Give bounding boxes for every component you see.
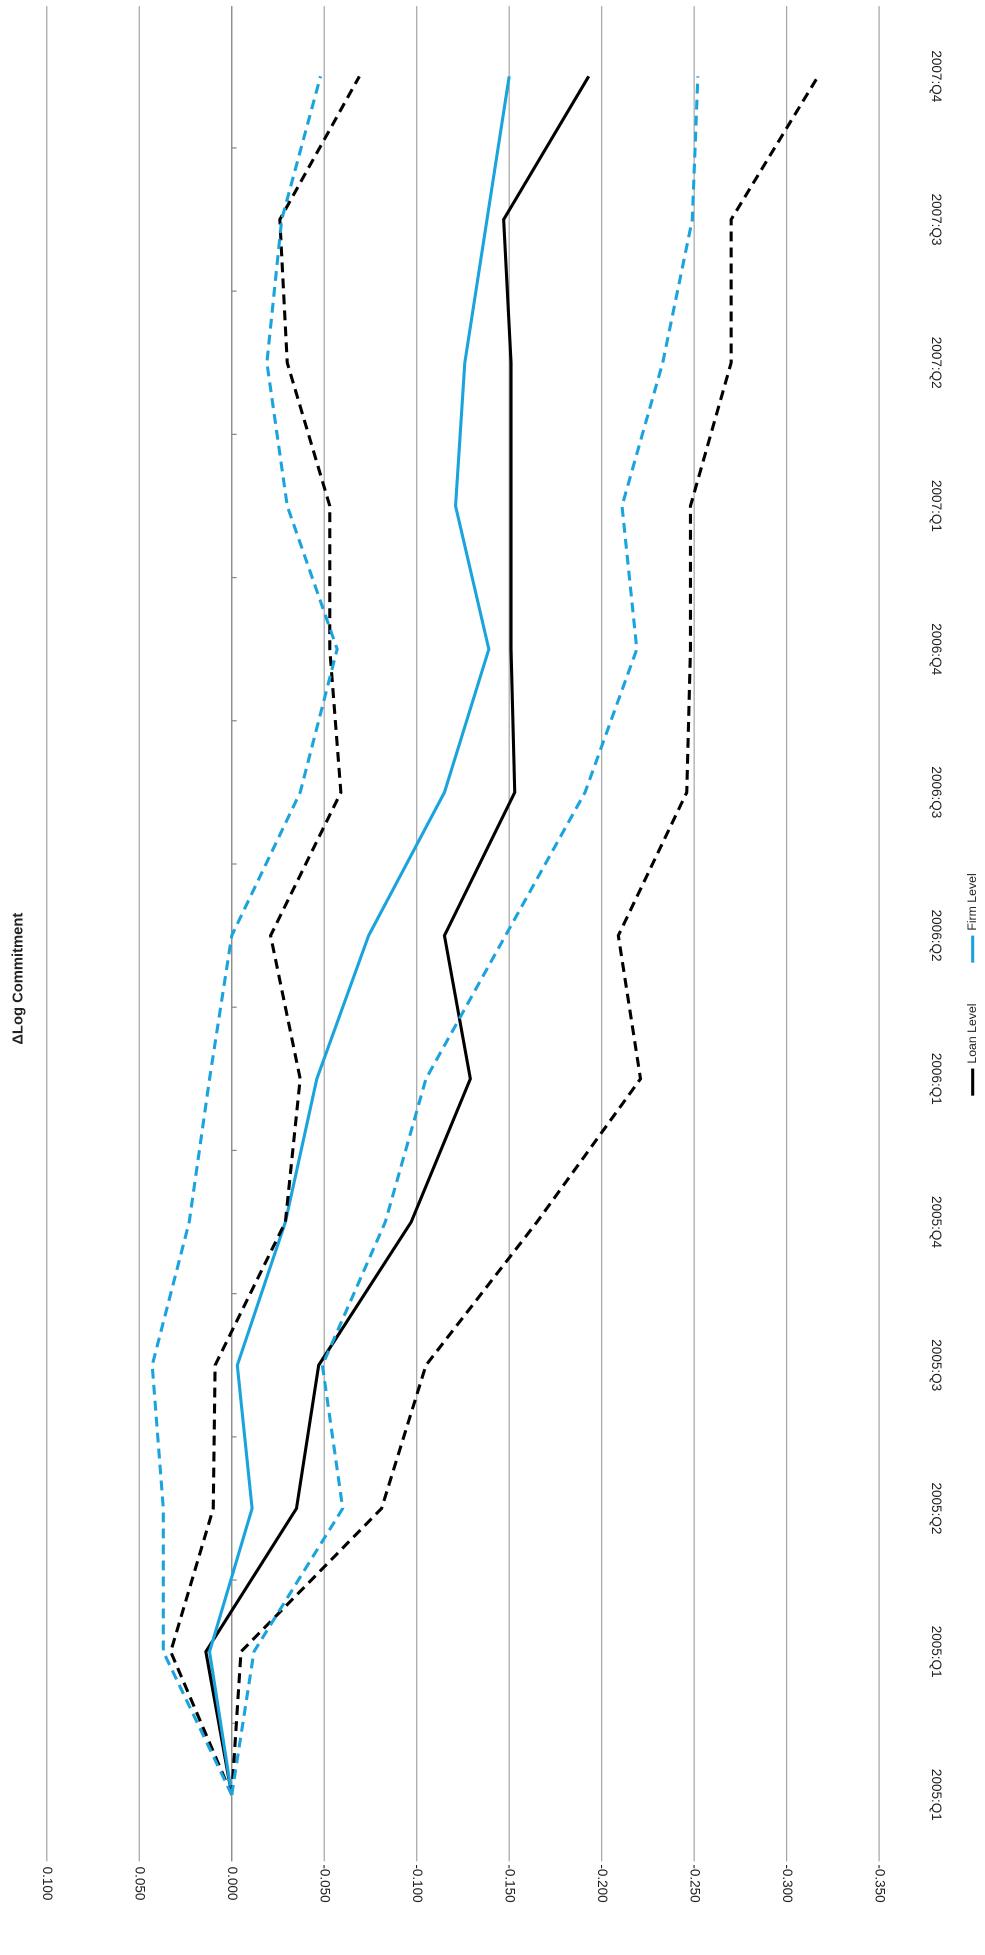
series-line [207, 76, 511, 1796]
y-tick-label: -0.250 [688, 1864, 703, 1902]
x-tick-label: 2005:Q1 [929, 1769, 944, 1821]
series-line [230, 75, 820, 1795]
series-line [169, 75, 361, 1796]
x-tick-label: 2006:Q2 [929, 910, 944, 962]
y-tick-label: 0.050 [133, 1867, 148, 1901]
y-tick-label: -0.050 [318, 1864, 333, 1902]
y-tick-label: -0.150 [503, 1864, 518, 1902]
series-line [204, 75, 591, 1796]
x-tick-label: 2006:Q4 [929, 623, 944, 675]
x-tick-label: 2006:Q1 [929, 1053, 944, 1105]
series-line [150, 75, 339, 1796]
x-tick-label: 2005:Q1 [929, 1626, 944, 1678]
y-tick-label: -0.200 [595, 1864, 610, 1902]
legend-label: Firm Level [965, 873, 979, 930]
y-tick-label: 0.100 [40, 1867, 55, 1901]
y-tick-label: -0.100 [410, 1864, 425, 1902]
x-tick-label: 2005:Q2 [929, 1483, 944, 1535]
legend-label: Loan Level [965, 1003, 979, 1063]
x-tick-label: 2007:Q2 [929, 337, 944, 389]
y-tick-label: -0.300 [780, 1864, 795, 1902]
x-tick-label: 2006:Q3 [929, 766, 944, 818]
x-tick-label: 2007:Q4 [929, 50, 944, 102]
chart-title: ΔLog Commitment [10, 913, 26, 1045]
y-tick-label: -0.350 [873, 1864, 888, 1902]
x-tick-label: 2005:Q4 [929, 1196, 944, 1248]
series-line [230, 76, 700, 1796]
x-tick-label: 2007:Q1 [929, 480, 944, 532]
y-tick-label: 0.000 [225, 1867, 240, 1901]
x-tick-label: 2005:Q3 [929, 1339, 944, 1391]
x-tick-label: 2007:Q3 [929, 194, 944, 246]
